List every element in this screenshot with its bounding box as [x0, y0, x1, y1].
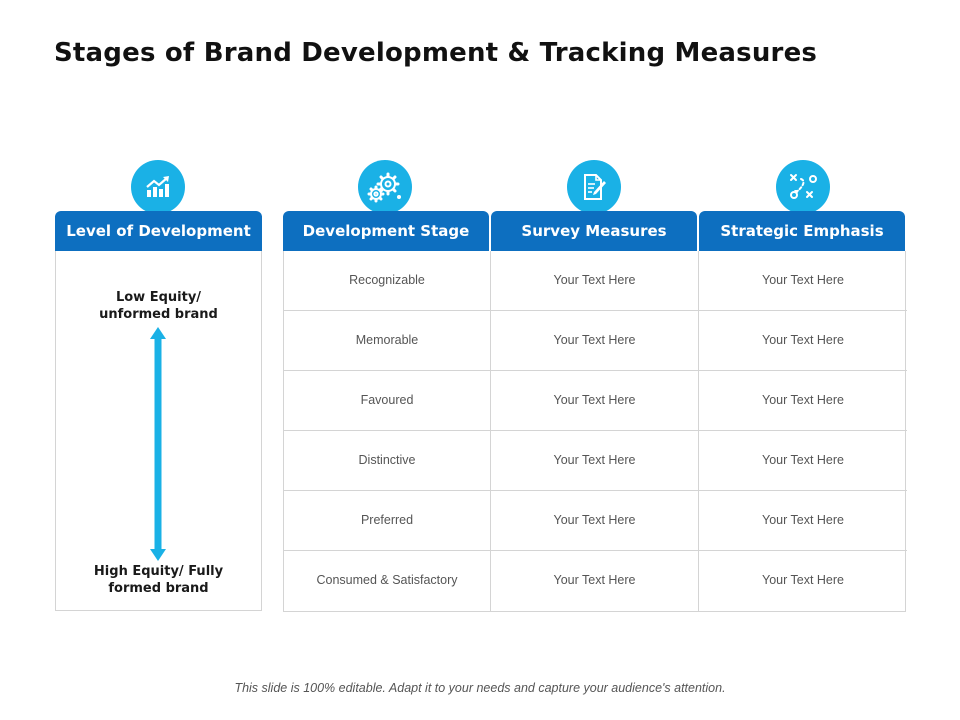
header-level-of-development: Level of Development — [55, 211, 262, 251]
growth-chart-icon — [131, 160, 185, 214]
strategic-cell: Your Text Here — [699, 431, 907, 491]
stage-cell: Consumed & Satisfactory — [284, 551, 491, 611]
page-title: Stages of Brand Development & Tracking M… — [54, 38, 818, 68]
document-pen-icon — [567, 160, 621, 214]
tracking-measures-table: Recognizable Your Text Here Your Text He… — [283, 251, 907, 612]
high-equity-label: High Equity/ Fully formed brand — [93, 564, 224, 596]
survey-cell: Your Text Here — [491, 551, 699, 611]
survey-cell: Your Text Here — [491, 431, 699, 491]
survey-cell: Your Text Here — [491, 311, 699, 371]
strategic-cell: Your Text Here — [762, 573, 844, 587]
gears-icon — [358, 160, 412, 214]
footer-note: This slide is 100% editable. Adapt it to… — [234, 681, 726, 695]
low-equity-label: Low Equity/ unformed brand — [99, 290, 218, 322]
header-survey-measures: Survey Measures — [491, 211, 697, 251]
stage-cell: Distinctive — [284, 431, 491, 491]
stage-cell: Recognizable — [284, 251, 491, 311]
header-development-stage: Development Stage — [283, 211, 489, 251]
stage-cell: Memorable — [284, 311, 491, 371]
strategic-cell: Your Text Here — [699, 251, 907, 311]
level-of-development-panel: Low Equity/ unformed brand High Equity/ … — [55, 251, 262, 611]
equity-double-arrow — [150, 327, 166, 561]
strategic-cell: Your Text Here — [699, 311, 907, 371]
survey-cell: Your Text Here — [491, 251, 699, 311]
stage-cell: Favoured — [284, 371, 491, 431]
strategic-cell: Your Text Here — [699, 491, 907, 551]
strategic-cell: Your Text Here — [699, 371, 907, 431]
survey-cell: Your Text Here — [491, 491, 699, 551]
strategy-play-icon — [776, 160, 830, 214]
stage-cell: Preferred — [284, 491, 491, 551]
survey-cell: Your Text Here — [491, 371, 699, 431]
header-strategic-emphasis: Strategic Emphasis — [699, 211, 905, 251]
